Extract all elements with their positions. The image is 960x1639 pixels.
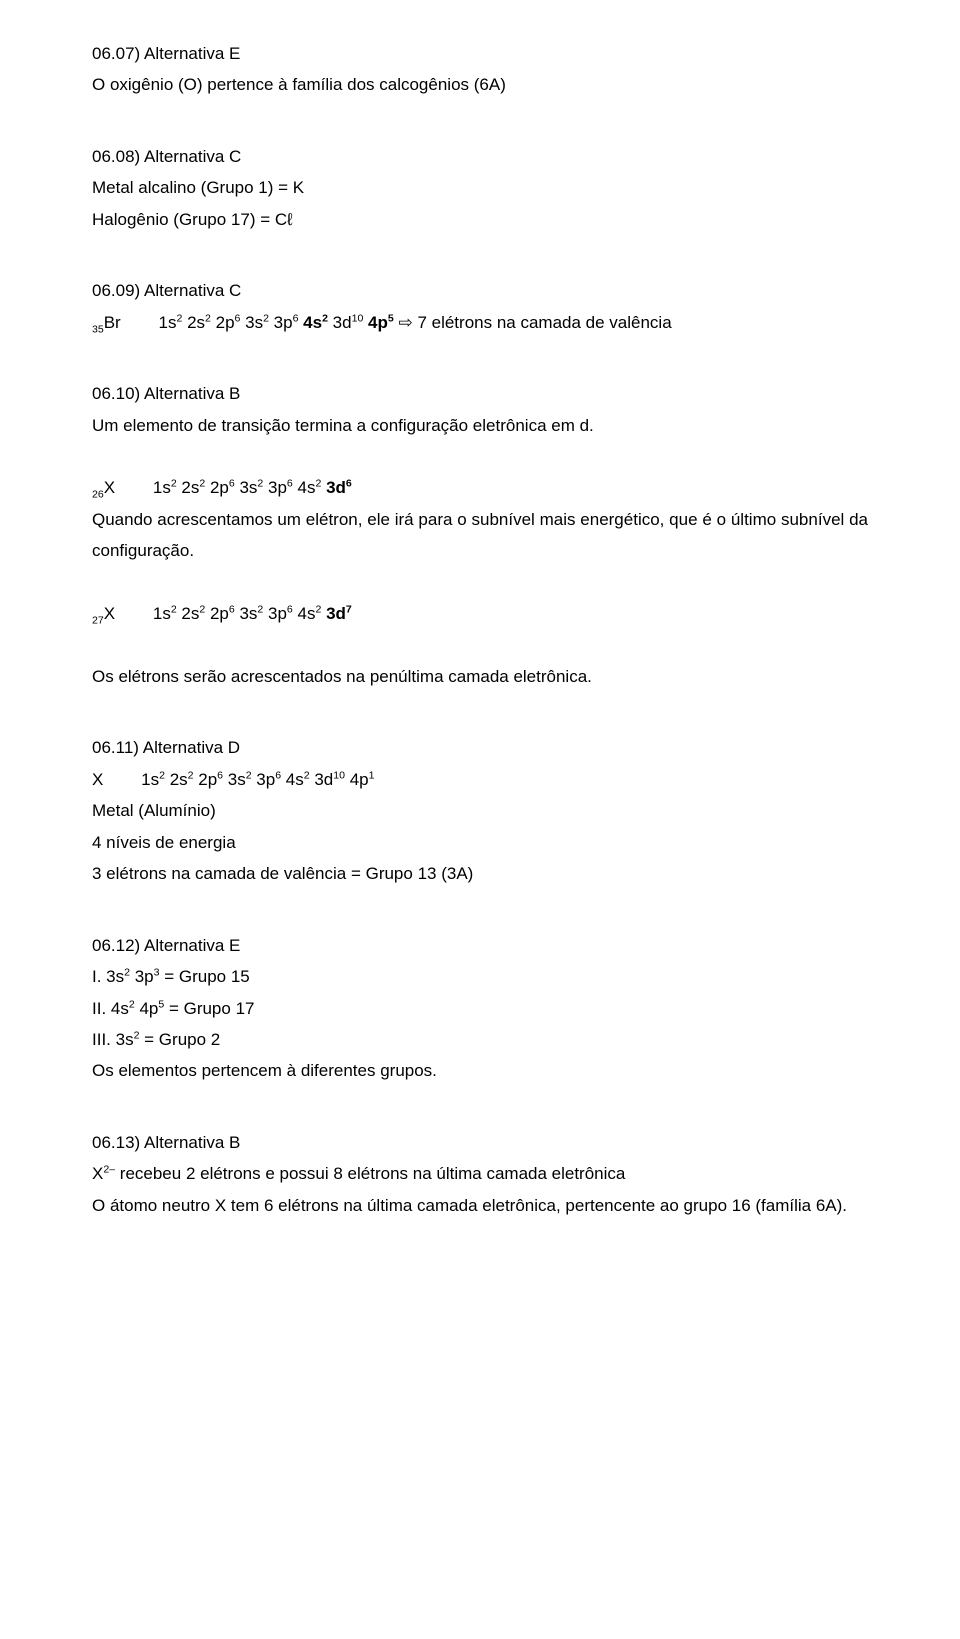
q12-i3: III. 3s2 = Grupo 2 bbox=[92, 1024, 868, 1055]
q10-title: 06.10) Alternativa B bbox=[92, 378, 868, 409]
q13-line2: O átomo neutro X tem 6 elétrons na últim… bbox=[92, 1190, 868, 1221]
q10-line1: Um elemento de transição termina a confi… bbox=[92, 410, 868, 441]
q10-x26-bs: 6 bbox=[346, 478, 352, 490]
question-13: 06.13) Alternativa B X2– recebeu 2 elétr… bbox=[92, 1127, 868, 1221]
q11-line2: Metal (Alumínio) bbox=[92, 795, 868, 826]
q12-i2: II. 4s2 4p5 = Grupo 17 bbox=[92, 993, 868, 1024]
q10-x27-c5: 3p bbox=[263, 604, 287, 623]
q11-gap bbox=[103, 770, 141, 789]
question-08: 06.08) Alternativa C Metal alcalino (Gru… bbox=[92, 141, 868, 235]
document-page: 06.07) Alternativa E O oxigênio (O) pert… bbox=[0, 0, 960, 1639]
q13-l1b: recebeu 2 elétrons e possui 8 elétrons n… bbox=[115, 1164, 625, 1183]
q10-x26-b: 3d bbox=[326, 478, 346, 497]
q12-i1: I. 3s2 3p3 = Grupo 15 bbox=[92, 961, 868, 992]
q10-x27-c6: 4s bbox=[293, 604, 316, 623]
q10-para1: Quando acrescentamos um elétron, ele irá… bbox=[92, 504, 868, 567]
question-11: 06.11) Alternativa D X 1s2 2s2 2p6 3s2 3… bbox=[92, 732, 868, 889]
q09-b2: 4p bbox=[368, 313, 388, 332]
q10-x27-c2: 2s bbox=[177, 604, 200, 623]
q10-para2: Os elétrons serão acrescentados na penúl… bbox=[92, 661, 868, 692]
q10-x26-c4: 3s bbox=[235, 478, 258, 497]
q11-title: 06.11) Alternativa D bbox=[92, 732, 868, 763]
q11-line4: 3 elétrons na camada de valência = Grupo… bbox=[92, 858, 868, 889]
q13-line1: X2– recebeu 2 elétrons e possui 8 elétro… bbox=[92, 1158, 868, 1189]
q11-c2: 2s bbox=[165, 770, 188, 789]
q11-c4: 3s bbox=[223, 770, 246, 789]
q10-x26-el: X bbox=[104, 478, 115, 497]
q11-c6: 4s bbox=[281, 770, 304, 789]
q10-x27-c3: 2p bbox=[205, 604, 229, 623]
q11-line3: 4 níveis de energia bbox=[92, 827, 868, 858]
q11-config: X 1s2 2s2 2p6 3s2 3p6 4s2 3d10 4p1 bbox=[92, 764, 868, 795]
q09-c3: 2p bbox=[211, 313, 235, 332]
q10-x27-config: 27X 1s2 2s2 2p6 3s2 3p6 4s2 3d7 bbox=[92, 598, 868, 629]
q10-x26-c2: 2s bbox=[177, 478, 200, 497]
q09-b1: 4s bbox=[303, 313, 322, 332]
q10-x26-sub: 26 bbox=[92, 489, 104, 501]
q09-mass-sub: 35 bbox=[92, 323, 104, 335]
q11-c7: 3d bbox=[310, 770, 334, 789]
q13-l1a: X bbox=[92, 1164, 103, 1183]
q12-i2a: II. 4s bbox=[92, 999, 129, 1018]
q10-x27-b: 3d bbox=[326, 604, 346, 623]
q11-c8: 4p bbox=[345, 770, 369, 789]
q10-x26-c6: 4s bbox=[293, 478, 316, 497]
question-07: 06.07) Alternativa E O oxigênio (O) pert… bbox=[92, 38, 868, 101]
q07-title: 06.07) Alternativa E bbox=[92, 38, 868, 69]
q09-c1: 1s bbox=[159, 313, 177, 332]
q12-i2b: 4p bbox=[135, 999, 159, 1018]
q12-i1a: I. 3s bbox=[92, 967, 124, 986]
q11-s7: 10 bbox=[333, 769, 345, 781]
q10-x27-gap bbox=[115, 604, 153, 623]
q12-line4: Os elementos pertencem à diferentes grup… bbox=[92, 1055, 868, 1086]
q09-c4: 3s bbox=[240, 313, 263, 332]
q10-x27-c1: 1s bbox=[153, 604, 171, 623]
q11-c5: 3p bbox=[252, 770, 276, 789]
q09-el: Br bbox=[104, 313, 121, 332]
q13-l1sup: 2– bbox=[103, 1164, 115, 1176]
q12-i3b: = Grupo 2 bbox=[139, 1030, 220, 1049]
q09-config: 35Br 1s2 2s2 2p6 3s2 3p6 4s2 3d10 4p5 ⇨ … bbox=[92, 307, 868, 338]
q09-c2: 2s bbox=[182, 313, 205, 332]
q11-c3: 2p bbox=[194, 770, 218, 789]
q07-line1: O oxigênio (O) pertence à família dos ca… bbox=[92, 69, 868, 100]
q10-x26-c5: 3p bbox=[263, 478, 287, 497]
q11-s8: 1 bbox=[369, 769, 375, 781]
q10-x26-config: 26X 1s2 2s2 2p6 3s2 3p6 4s2 3d6 bbox=[92, 472, 868, 503]
question-09: 06.09) Alternativa C 35Br 1s2 2s2 2p6 3s… bbox=[92, 275, 868, 338]
q12-title: 06.12) Alternativa E bbox=[92, 930, 868, 961]
q09-tail: ⇨ 7 elétrons na camada de valência bbox=[394, 313, 672, 332]
q13-title: 06.13) Alternativa B bbox=[92, 1127, 868, 1158]
q11-el: X bbox=[92, 770, 103, 789]
q08-line2: Halogênio (Grupo 17) = Cℓ bbox=[92, 204, 868, 235]
question-10: 06.10) Alternativa B Um elemento de tran… bbox=[92, 378, 868, 692]
q09-gap bbox=[121, 313, 159, 332]
q12-i1c: = Grupo 15 bbox=[159, 967, 249, 986]
question-12: 06.12) Alternativa E I. 3s2 3p3 = Grupo … bbox=[92, 930, 868, 1087]
q10-x27-c4: 3s bbox=[235, 604, 258, 623]
q10-x27-el: X bbox=[104, 604, 115, 623]
q10-x26-c3: 2p bbox=[205, 478, 229, 497]
q09-c7: 3d bbox=[328, 313, 352, 332]
q10-x27-bs: 7 bbox=[346, 603, 352, 615]
q08-title: 06.08) Alternativa C bbox=[92, 141, 868, 172]
q11-c1: 1s bbox=[141, 770, 159, 789]
q12-i2c: = Grupo 17 bbox=[164, 999, 254, 1018]
q12-i3a: III. 3s bbox=[92, 1030, 134, 1049]
q10-x26-gap bbox=[115, 478, 153, 497]
q10-x26-c1: 1s bbox=[153, 478, 171, 497]
q12-i1b: 3p bbox=[130, 967, 154, 986]
q09-title: 06.09) Alternativa C bbox=[92, 275, 868, 306]
q08-line1: Metal alcalino (Grupo 1) = K bbox=[92, 172, 868, 203]
q10-x27-sub: 27 bbox=[92, 615, 104, 627]
q09-s7: 10 bbox=[352, 312, 364, 324]
q09-c5: 3p bbox=[269, 313, 293, 332]
